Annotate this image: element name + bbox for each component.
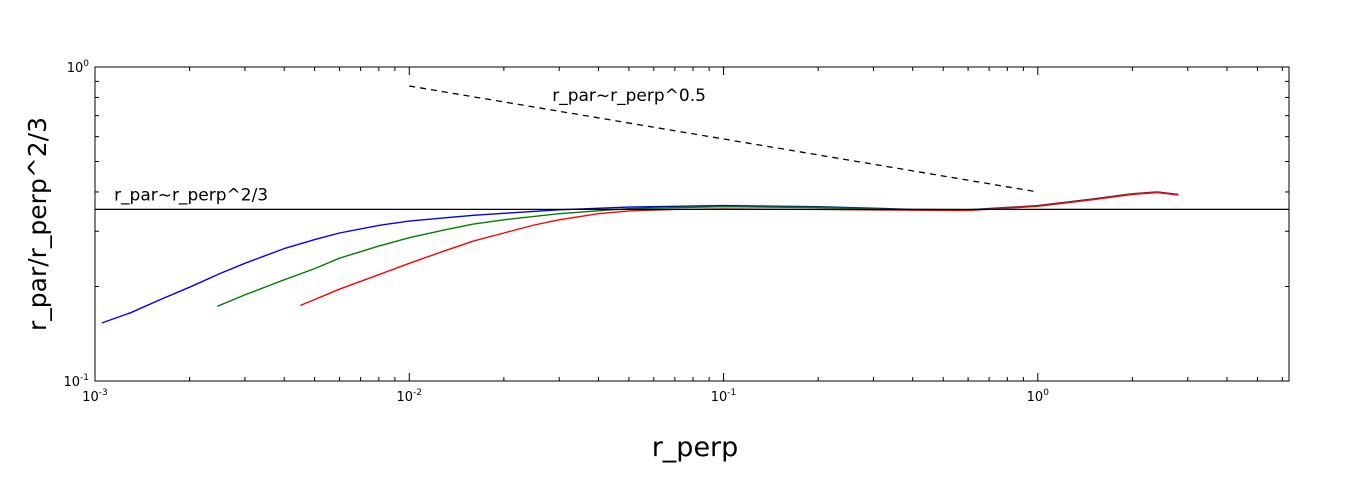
series-lines [101,191,1179,324]
plot-area [94,66,1290,382]
reference-line-half [409,85,1038,193]
x-tick-label: 10-1 [711,388,737,405]
y-tick-label: 10-1 [63,373,89,390]
y-tick-label: 100 [67,59,90,76]
tick-labels: 10-3 10-2 10-1 100 10-1 100 r_par~r_perp^2/3 r_… [63,59,1049,405]
y-axis-label: r_par/r_perp^2/3 [23,117,52,331]
x-tick-label: 100 [1027,388,1050,405]
x-tick-label: 10-2 [396,388,422,405]
series-line-3 [300,191,1179,307]
plot-frame [94,66,1290,382]
series-line-1 [101,191,1179,324]
annotation-half: r_par~r_perp^0.5 [552,86,706,106]
reference-lines [95,85,1289,211]
axis-ticks [94,66,1289,382]
x-tick-label: 10-3 [82,388,108,405]
x-axis-label: r_perp [652,432,739,463]
annotation-two-thirds: r_par~r_perp^2/3 [114,185,268,205]
